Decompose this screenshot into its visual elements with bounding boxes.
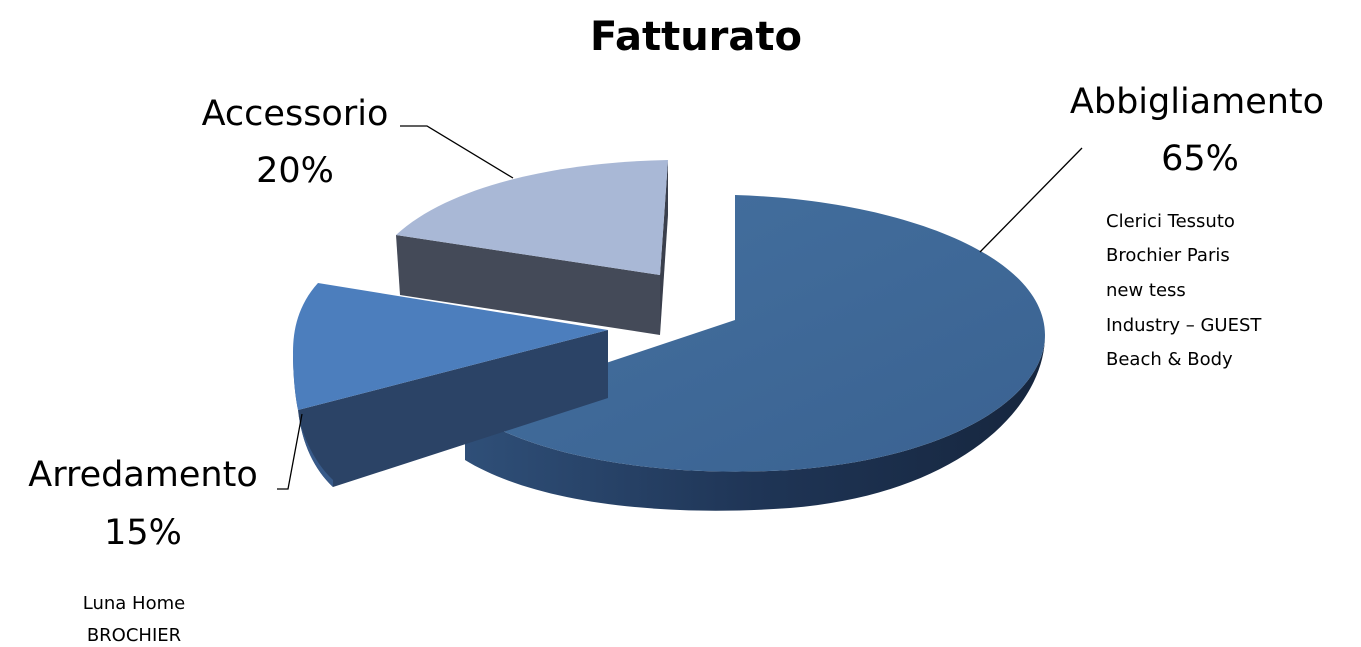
label-abbigliamento-percent: 65% — [1161, 139, 1239, 179]
label-accessorio-name: Accessorio — [202, 94, 389, 134]
label-abbigliamento: Abbigliamento 65% — [1070, 82, 1324, 179]
slice-arredamento-side-left — [293, 352, 333, 487]
slice-arredamento-top — [293, 283, 608, 410]
note-line: Luna Home — [83, 593, 185, 614]
note-line: Clerici Tessuto — [1106, 211, 1235, 232]
label-arredamento: Arredamento 15% — [28, 455, 257, 553]
slice-abbigliamento-side — [465, 335, 1045, 511]
slice-abbigliamento-top — [465, 195, 1045, 472]
note-line: BROCHIER — [87, 625, 181, 646]
leader-line-abbigliamento — [979, 147, 1083, 253]
label-accessorio-percent: 20% — [256, 151, 334, 191]
chart-title: Fatturato — [590, 14, 802, 60]
label-accessorio: Accessorio 20% — [202, 94, 389, 191]
slice-accessorio-side-left — [396, 235, 660, 335]
notes-arredamento: Luna Home BROCHIER — [83, 593, 185, 646]
slice-accessorio-side-right — [660, 160, 668, 335]
leader-line-accessorio — [400, 125, 514, 179]
notes-abbigliamento: Clerici Tessuto Brochier Paris new tess … — [1106, 211, 1262, 370]
slice-accessorio-top — [396, 160, 668, 275]
note-line: new tess — [1106, 280, 1186, 301]
label-arredamento-name: Arredamento — [28, 455, 257, 495]
leader-line-arredamento — [277, 413, 303, 490]
label-arredamento-percent: 15% — [104, 513, 182, 553]
slice-arredamento — [293, 283, 608, 487]
slice-accessorio — [396, 160, 668, 335]
slice-abbigliamento — [465, 195, 1045, 511]
note-line: Industry – GUEST — [1106, 315, 1262, 336]
note-line: Brochier Paris — [1106, 245, 1230, 266]
label-abbigliamento-name: Abbigliamento — [1070, 82, 1324, 122]
note-line: Beach & Body — [1106, 349, 1233, 370]
slice-arredamento-side-front — [298, 330, 608, 487]
